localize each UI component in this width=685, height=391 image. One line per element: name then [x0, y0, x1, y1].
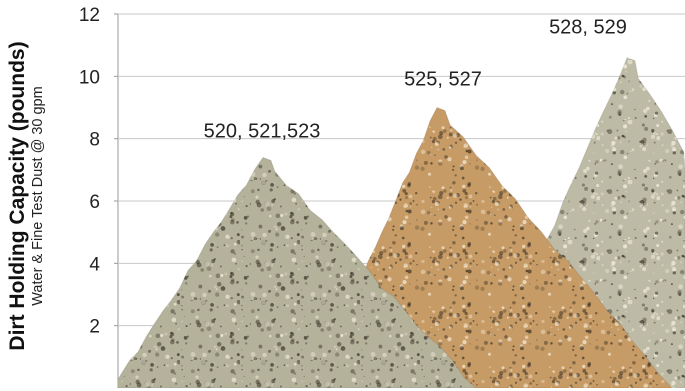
pile-label-2: 525, 527 [404, 69, 482, 91]
y-tick-label-2: 2 [89, 317, 100, 338]
y-tick-label-12: 12 [79, 5, 100, 26]
pile-label-3: 528, 529 [549, 17, 627, 39]
y-tick-label-6: 6 [89, 192, 100, 213]
pile-label-1: 520, 521,523 [204, 120, 321, 142]
y-tick-label-10: 10 [79, 67, 100, 88]
piles [118, 56, 685, 388]
y-tick-label-4: 4 [89, 254, 100, 275]
pile-1 [118, 156, 477, 388]
y-tick-label-8: 8 [89, 130, 100, 151]
